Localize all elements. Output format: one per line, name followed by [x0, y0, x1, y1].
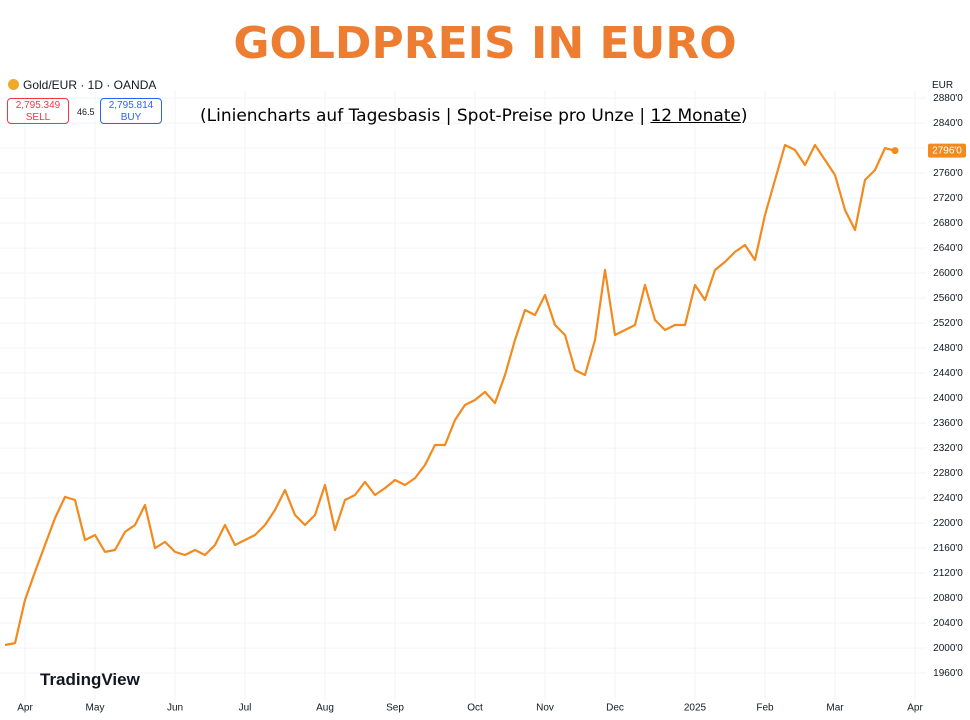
price-tag	[928, 143, 966, 158]
x-tick-label: Mar	[826, 703, 844, 714]
y-tick-label: 2480'0	[933, 343, 963, 354]
y-tick-label: 2720'0	[933, 193, 963, 204]
x-tick-label: Jun	[167, 703, 183, 714]
axis-bg	[926, 90, 970, 700]
subtitle-end: )	[740, 106, 748, 126]
x-tick-label: Nov	[536, 703, 554, 714]
last-point	[891, 147, 899, 155]
sell-button[interactable]: 2,795.349 SELL	[7, 98, 69, 124]
y-tick-label: 2800'0	[933, 143, 963, 154]
subtitle-period: 12 Monate	[650, 106, 741, 126]
y-tick-label: 2000'0	[933, 643, 963, 654]
y-tick-label: 1960'0	[933, 668, 963, 679]
currency[interactable]: EUR	[932, 80, 954, 91]
y-tick-label: 2080'0	[933, 593, 963, 604]
symbol: Gold/EUR · 1D · OANDA	[8, 78, 156, 92]
y-tick-label: 2280'0	[933, 468, 963, 479]
x-tick-label: Aug	[316, 703, 334, 714]
brand: TradingView	[40, 670, 140, 689]
y-tick-label: 2880'0	[933, 93, 963, 104]
y-tick-label: 2040'0	[933, 618, 963, 629]
subtitle-text: (Liniencharts auf Tagesbasis | Spot-Prei…	[200, 106, 651, 126]
y-tick-label: 2680'0	[933, 218, 963, 229]
sell-price: 2,795.349	[15, 100, 61, 111]
y-tick-label: 2440'0	[933, 368, 963, 379]
symbol-text: Gold/EUR · 1D · OANDA	[23, 78, 157, 92]
y-tick-label: 2840'0	[933, 118, 963, 129]
x-tick-label: 2025	[684, 703, 707, 714]
price-tag-label: 2796'0	[932, 145, 962, 156]
y-tick-label: 2760'0	[933, 168, 963, 179]
x-tick-label: Sep	[386, 703, 404, 714]
x-tick-label: Oct	[467, 703, 483, 714]
chart-title: GOLDPREIS IN EURO	[233, 18, 737, 69]
buy-label: BUY	[120, 112, 142, 123]
subtitle: (Liniencharts auf Tagesbasis | Spot-Prei…	[200, 106, 748, 126]
x-tick-label: Dec	[606, 703, 624, 714]
y-tick-label: 2120'0	[933, 568, 963, 579]
y-tick-label: 2360'0	[933, 418, 963, 429]
y-tick-label: 2640'0	[933, 243, 963, 254]
y-tick-label: 2240'0	[933, 493, 963, 504]
y-tick-label: 2320'0	[933, 443, 963, 454]
spread: 46.5	[77, 107, 95, 117]
x-tick-label: Apr	[17, 703, 33, 714]
sell-label: SELL	[25, 112, 51, 123]
x-tick-label: Jul	[239, 703, 252, 714]
x-tick-label: May	[86, 703, 105, 714]
y-tick-label: 2520'0	[933, 318, 963, 329]
y-tick-label: 2160'0	[933, 543, 963, 554]
y-tick-label: 2400'0	[933, 393, 963, 404]
price-line	[4, 143, 896, 647]
y-tick-label: 2560'0	[933, 293, 963, 304]
buy-price: 2,795.814	[108, 100, 154, 111]
y-tick-label: 2200'0	[933, 518, 963, 529]
y-tick-label: 2600'0	[933, 268, 963, 279]
buy-button[interactable]: 2,795.814 BUY	[100, 98, 162, 124]
x-tick-label: Apr	[907, 703, 923, 714]
x-tick-label: Feb	[756, 703, 774, 714]
